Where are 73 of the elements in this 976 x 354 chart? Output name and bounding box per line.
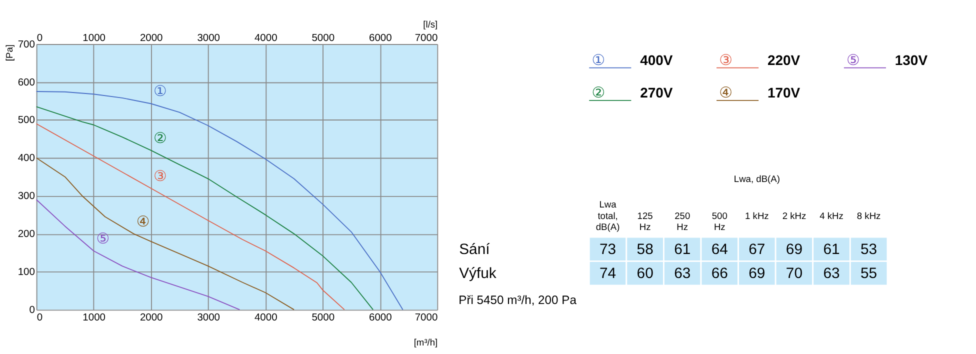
line-series [36,157,295,310]
x-tick-label: 4000 [254,32,278,44]
annotation: ② [154,128,167,147]
legend-label: 220V [768,52,801,68]
x2-tick-label: 5000 [312,312,335,324]
text: ② [592,84,606,102]
y-tick-label: 0 [29,304,36,316]
text: ① [592,51,606,70]
y-axis-title: [Pa] [4,44,15,62]
text: ⑤ [846,51,860,70]
line-series [36,199,240,310]
x2-tick-label: 6000 [368,312,392,324]
x2-axis-title: [l/s] [423,20,438,30]
data-label: 60 [636,266,654,282]
text: Lwa, dB(A) [734,174,780,184]
x2-tick-label: 2000 [140,312,164,324]
annotation: ⑤ [96,229,110,248]
y-tick-label: 200 [18,229,36,240]
x2-tick-label: 0 [36,312,43,324]
y-tick-label: Sání [459,242,491,258]
x-tick-label: 8 kHz [856,210,882,221]
x-tick-label: 6000 [368,32,392,44]
text: Při 5450 m³/h, 200 Pa [458,293,577,308]
data-label: 69 [748,266,766,282]
data-label: 66 [711,266,728,282]
legend-label: 400V [640,52,674,68]
x-tick-label: 0 [36,32,43,44]
x-tick-label: 1 kHz [745,210,770,221]
x-tick-label: 500 Hz [712,210,728,232]
annotation: ① [154,82,167,100]
data-label: 63 [823,266,840,282]
x-tick-label: 2000 [140,32,164,44]
data-label: 61 [823,242,840,258]
x2-tick-label: 4000 [254,312,278,324]
data-label: 61 [674,242,691,258]
y-tick-label: Výfuk [459,266,497,282]
annotation: ④ [136,212,150,230]
y-tick-label: 500 [18,115,36,126]
x2-tick-label: 7000 [414,312,438,324]
data-label: 67 [748,242,766,258]
x-tick-label: 3000 [197,32,220,44]
x-tick-label: 4 kHz [820,210,844,221]
x-tick-label: 250 Hz [674,210,690,232]
x-tick-label: Lwa total, dB(A) [596,200,620,232]
annotation: ③ [154,166,167,185]
x-tick-label: 7000 [414,32,438,44]
data-label: 53 [860,242,878,258]
data-label: 55 [860,266,878,282]
data-label: 58 [636,242,654,258]
legend-label: 270V [640,84,674,101]
y-tick-label: 400 [18,153,36,164]
y-tick-label: 700 [18,39,36,50]
data-label: 70 [786,266,803,282]
data-label: 69 [786,242,803,258]
x-tick-label: 2 kHz [782,210,806,221]
y-tick-label: 100 [18,267,36,278]
x-tick-label: 125 Hz [637,210,653,232]
legend-label: 130V [894,52,928,68]
x-axis-title: [m³/h] [414,338,438,348]
y-tick-label: 300 [18,191,36,202]
x-tick-label: 5000 [312,32,335,44]
data-label: 63 [674,266,691,282]
x2-tick-label: 1000 [82,312,106,324]
line-series [36,123,345,310]
data-label: 74 [599,266,616,282]
y-tick-label: 600 [18,77,36,88]
text: ④ [719,84,732,102]
data-label: 73 [599,242,616,258]
legend-label: 170V [768,84,801,101]
x2-tick-label: 3000 [197,312,220,324]
data-label: 64 [711,242,728,258]
text: ③ [719,51,732,70]
x-tick-label: 1000 [82,32,106,44]
